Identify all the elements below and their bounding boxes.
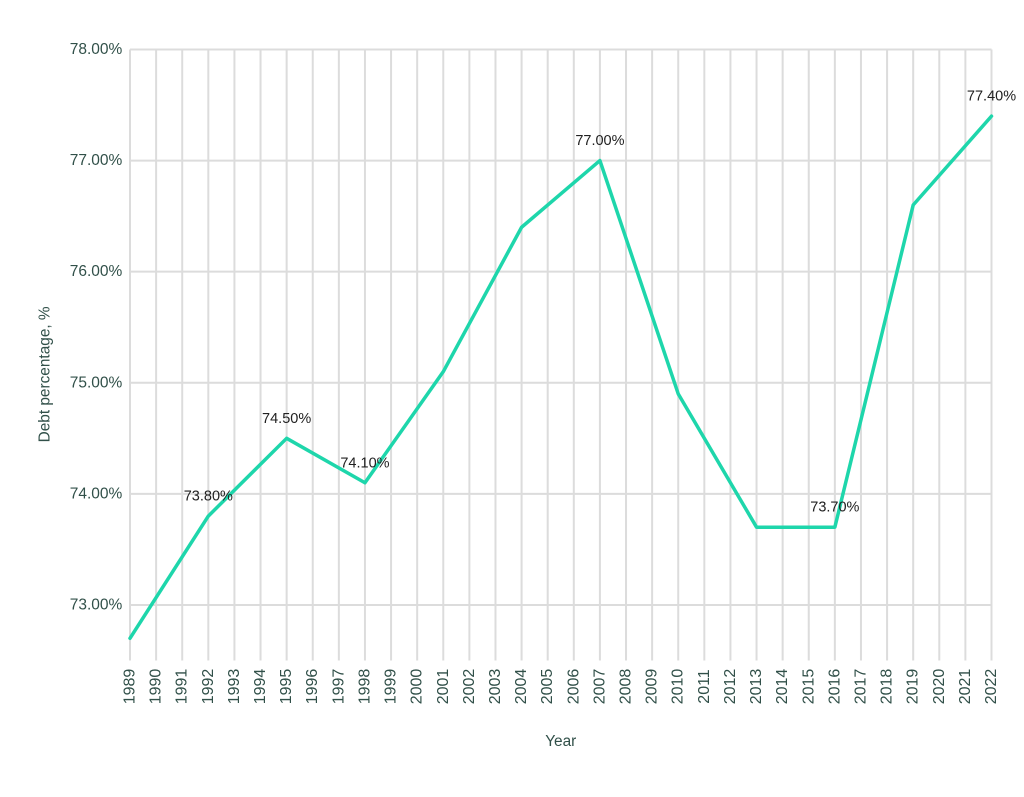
svg-text:2001: 2001 xyxy=(435,669,452,705)
svg-text:2020: 2020 xyxy=(931,669,948,705)
svg-text:1999: 1999 xyxy=(383,669,400,705)
svg-text:74.50%: 74.50% xyxy=(262,411,311,427)
svg-text:78.00%: 78.00% xyxy=(70,41,123,58)
svg-text:74.10%: 74.10% xyxy=(340,455,389,471)
svg-text:2002: 2002 xyxy=(461,669,478,705)
svg-text:2009: 2009 xyxy=(644,669,661,705)
svg-text:73.80%: 73.80% xyxy=(184,489,233,505)
svg-text:73.70%: 73.70% xyxy=(810,500,859,516)
svg-text:74.00%: 74.00% xyxy=(70,485,123,502)
svg-text:2013: 2013 xyxy=(748,669,765,705)
svg-text:2019: 2019 xyxy=(905,669,922,705)
svg-text:2005: 2005 xyxy=(539,669,556,705)
svg-text:75.00%: 75.00% xyxy=(70,374,123,391)
svg-text:Debt percentage, %: Debt percentage, % xyxy=(37,306,54,442)
svg-text:1995: 1995 xyxy=(278,669,295,705)
svg-text:1993: 1993 xyxy=(226,669,243,705)
svg-text:1992: 1992 xyxy=(200,669,217,705)
svg-text:1991: 1991 xyxy=(174,669,191,705)
svg-text:76.00%: 76.00% xyxy=(70,263,123,280)
svg-text:2008: 2008 xyxy=(618,669,635,705)
svg-text:2010: 2010 xyxy=(670,669,687,705)
svg-text:1989: 1989 xyxy=(122,669,139,705)
svg-text:2022: 2022 xyxy=(983,669,1000,705)
svg-text:2016: 2016 xyxy=(826,669,843,705)
svg-text:1994: 1994 xyxy=(252,669,269,705)
svg-text:1997: 1997 xyxy=(330,669,347,705)
svg-text:73.00%: 73.00% xyxy=(70,596,123,613)
svg-text:1990: 1990 xyxy=(148,669,165,705)
svg-text:2014: 2014 xyxy=(774,669,791,705)
svg-text:77.00%: 77.00% xyxy=(70,152,123,169)
svg-text:1998: 1998 xyxy=(356,669,373,705)
svg-text:2012: 2012 xyxy=(722,669,739,705)
svg-text:77.00%: 77.00% xyxy=(575,133,624,149)
svg-text:2015: 2015 xyxy=(800,669,817,705)
svg-text:1996: 1996 xyxy=(304,669,321,705)
svg-text:2000: 2000 xyxy=(409,669,426,705)
svg-text:2007: 2007 xyxy=(591,669,608,705)
svg-text:2011: 2011 xyxy=(696,669,713,704)
svg-text:77.40%: 77.40% xyxy=(967,89,1016,105)
svg-text:2006: 2006 xyxy=(565,669,582,705)
svg-text:2017: 2017 xyxy=(852,669,869,705)
svg-text:2003: 2003 xyxy=(487,669,504,705)
svg-text:2021: 2021 xyxy=(957,669,974,705)
svg-text:2004: 2004 xyxy=(513,669,530,705)
svg-text:2018: 2018 xyxy=(879,669,896,705)
svg-text:Year: Year xyxy=(545,733,576,750)
